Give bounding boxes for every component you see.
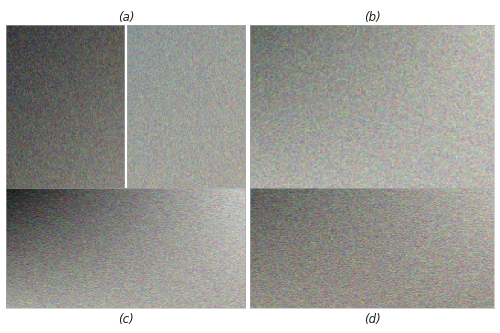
Text: (a): (a)	[118, 11, 135, 24]
Text: (d): (d)	[364, 313, 380, 326]
Text: (b): (b)	[364, 11, 380, 24]
Text: (c): (c)	[118, 313, 134, 326]
